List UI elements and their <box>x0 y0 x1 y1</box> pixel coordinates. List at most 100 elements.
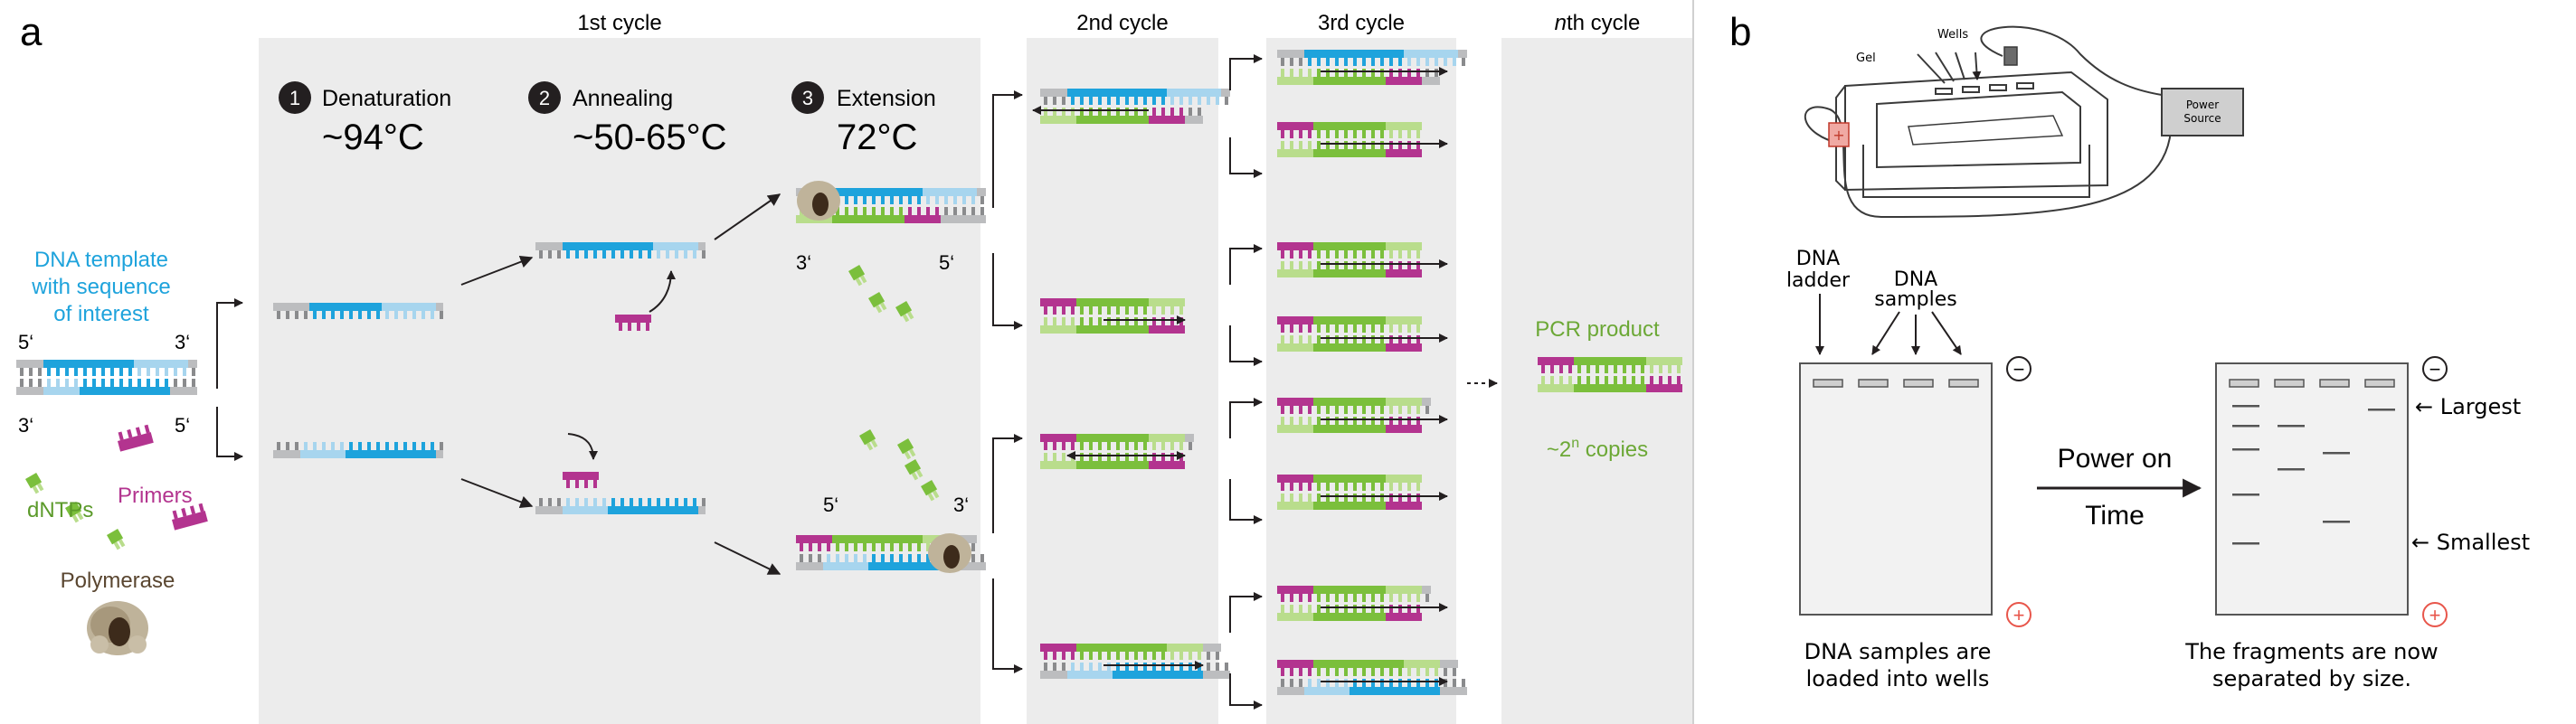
base-tooth <box>1161 108 1165 116</box>
third-cycle-duplex <box>1277 50 1467 85</box>
strand-segment <box>80 387 170 395</box>
base-tooth <box>1632 365 1635 373</box>
base-tooth <box>881 207 885 215</box>
base-tooth <box>1586 365 1590 373</box>
base-tooth <box>286 311 289 319</box>
base-tooth <box>1577 365 1581 373</box>
base-tooth <box>1044 652 1047 660</box>
base-tooth <box>1107 108 1111 116</box>
base-tooth <box>1416 483 1420 491</box>
base-tooth <box>1335 494 1339 502</box>
base-tooth <box>944 196 948 204</box>
base-tooth <box>1152 108 1156 116</box>
base-tooth <box>648 498 651 506</box>
strand-segment <box>1386 425 1422 433</box>
primer-body <box>172 511 208 531</box>
strand-segment <box>1422 398 1431 406</box>
base-tooth <box>1080 317 1084 325</box>
base-tooth <box>1071 97 1075 105</box>
strand-segment <box>1386 269 1422 277</box>
base-tooth <box>1335 250 1339 259</box>
strand-segment <box>1422 77 1440 85</box>
well-empty <box>2364 379 2395 388</box>
base-tooth <box>1398 494 1402 502</box>
base-tooth <box>1326 335 1330 343</box>
base-tooth <box>1134 97 1138 105</box>
strand-segment <box>346 450 436 458</box>
base-tooth <box>1371 417 1375 425</box>
base-tooth <box>1416 594 1420 602</box>
base-tooth <box>575 480 579 488</box>
base-tooth <box>1362 668 1366 676</box>
strand-segment <box>1113 671 1203 679</box>
strand-segment <box>653 242 698 250</box>
base-tooth <box>183 368 186 376</box>
base-tooth <box>827 554 830 562</box>
base-tooth <box>1189 652 1192 660</box>
strand-segment <box>43 387 80 395</box>
step-arrow <box>714 541 781 575</box>
base-tooth <box>1335 417 1339 425</box>
strand-segment <box>16 387 43 395</box>
base-tooth <box>926 543 930 551</box>
dntp-tooth <box>36 483 44 492</box>
minus-electrode-right: − <box>2422 356 2448 381</box>
base-tooth <box>1152 442 1156 450</box>
base-tooth <box>1398 130 1402 138</box>
base-tooth <box>1281 483 1284 491</box>
step-name: Extension <box>837 86 936 111</box>
base-tooth <box>890 207 894 215</box>
base-tooth <box>1416 417 1420 425</box>
third-cycle-duplex <box>1277 122 1448 157</box>
base-tooth <box>1089 317 1093 325</box>
base-tooth <box>1550 376 1554 384</box>
strand-segment <box>1040 89 1067 97</box>
power-on-label: Power on <box>2058 444 2173 474</box>
base-tooth <box>1189 442 1192 450</box>
base-tooth <box>1344 406 1348 414</box>
base-tooth <box>1416 130 1420 138</box>
base-tooth <box>47 368 51 376</box>
base-tooth <box>1398 483 1402 491</box>
base-tooth <box>1389 261 1393 269</box>
strand-segment <box>1040 325 1076 334</box>
third-cycle-header: 3rd cycle <box>1318 11 1405 35</box>
base-tooth <box>702 498 706 506</box>
strand-segment <box>1040 116 1076 124</box>
base-tooth <box>827 543 830 551</box>
template-label-line: of interest <box>53 302 149 326</box>
strand-segment <box>1404 50 1458 58</box>
base-tooth <box>1116 442 1120 450</box>
base-tooth <box>331 442 335 450</box>
dntps-label: dNTPs <box>27 498 93 522</box>
base-tooth <box>1641 365 1644 373</box>
base-tooth <box>1335 130 1339 138</box>
base-tooth <box>304 442 308 450</box>
strand-segment <box>1304 50 1404 58</box>
base-tooth <box>192 368 195 376</box>
base-tooth <box>1299 141 1302 149</box>
base-tooth <box>1353 58 1357 66</box>
base-tooth <box>1053 652 1056 660</box>
third-cycle-duplex <box>1277 586 1448 621</box>
strand-segment <box>1040 434 1076 442</box>
base-tooth <box>1398 261 1402 269</box>
base-tooth <box>890 554 894 562</box>
base-tooth <box>602 250 606 259</box>
nth-cycle-rest: th cycle <box>1567 11 1640 35</box>
well-empty <box>2229 379 2259 388</box>
base-tooth <box>1596 376 1599 384</box>
base-tooth <box>1281 668 1284 676</box>
base-tooth <box>1371 679 1375 687</box>
base-tooth <box>1362 141 1366 149</box>
base-tooth <box>702 250 706 259</box>
base-tooth <box>1281 58 1284 66</box>
base-tooth <box>1398 679 1402 687</box>
base-tooth <box>1362 494 1366 502</box>
base-tooth <box>101 379 105 387</box>
gel-label-arrows <box>1815 294 1962 355</box>
base-tooth <box>1281 594 1284 602</box>
strand-segment <box>1277 316 1313 324</box>
strand-segment <box>1386 398 1422 406</box>
strand-segment <box>436 450 443 458</box>
